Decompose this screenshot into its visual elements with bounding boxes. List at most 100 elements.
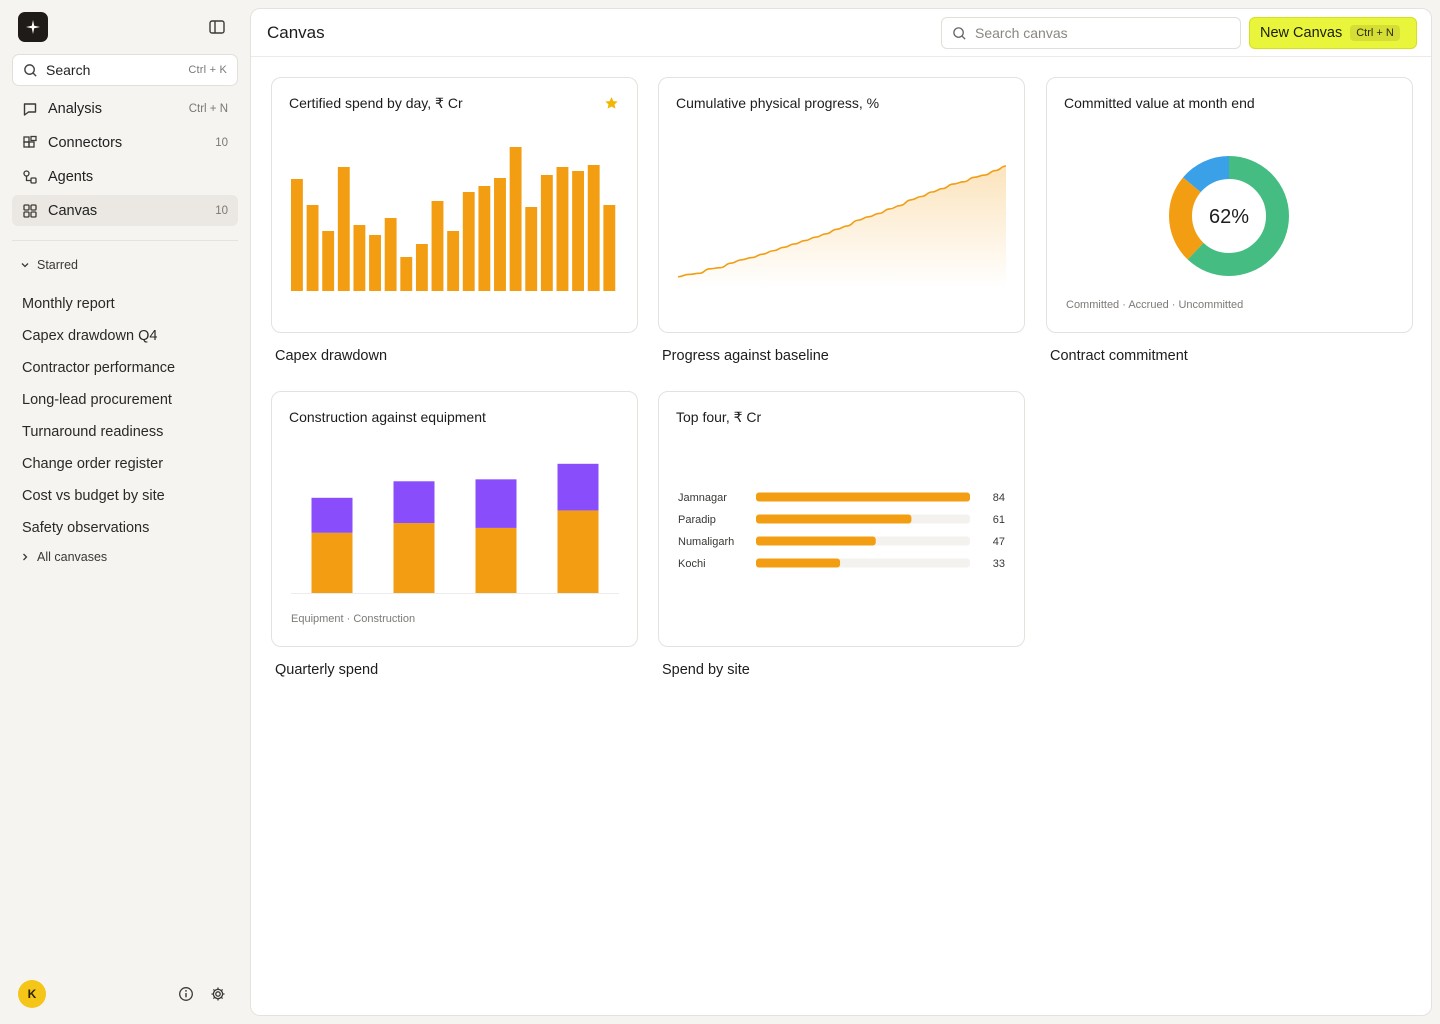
starred-list: Monthly report Capex drawdown Q4 Contrac… <box>22 288 238 544</box>
starred-header: Starred <box>37 258 78 272</box>
bar <box>556 167 569 291</box>
canvas-card-sites[interactable]: Top four, ₹ Cr Jamnagar 84 Paradip 61 Numali… <box>658 391 1025 647</box>
app-logo[interactable] <box>18 12 48 42</box>
canvas-search-input[interactable] <box>975 25 1215 41</box>
star-icon[interactable] <box>604 96 619 111</box>
avatar[interactable]: K <box>18 980 46 1008</box>
sidebar-search[interactable]: Search Ctrl + K <box>12 54 238 86</box>
card-caption[interactable]: Spend by site <box>662 662 750 678</box>
row-label: Paradip <box>678 514 716 526</box>
canvas-search[interactable] <box>941 17 1241 49</box>
sparkle-icon <box>26 20 40 34</box>
bar <box>572 171 585 291</box>
canvas-card-progress[interactable]: Cumulative physical progress, % <box>658 77 1025 333</box>
starred-item[interactable]: Cost vs budget by site <box>22 488 165 504</box>
card-title: Certified spend by day, ₹ Cr <box>289 95 463 111</box>
card-title: Cumulative physical progress, % <box>676 95 880 111</box>
chart-legend: Committed · Accrued · Uncommitted <box>1066 299 1244 311</box>
stacked-bar-segment <box>557 463 599 511</box>
bar <box>306 205 319 291</box>
new-canvas-label: New Canvas <box>1260 25 1343 41</box>
bar <box>494 178 506 291</box>
all-canvases-label: All canvases <box>37 550 108 564</box>
stacked-bar-segment <box>475 479 517 528</box>
stacked-bar-segment <box>557 510 599 593</box>
slice <box>1169 156 1289 276</box>
canvas-card-quarterly[interactable]: Construction against equipment Equipment… <box>271 391 638 647</box>
sidebar-divider <box>12 240 238 241</box>
card-caption[interactable]: Contract commitment <box>1050 348 1188 364</box>
card-title: Construction against equipment <box>289 409 486 425</box>
sidebar: Search Ctrl + K Analysis Ctrl + N Connec… <box>0 0 250 1024</box>
starred-toggle[interactable]: Starred <box>20 258 78 272</box>
bar <box>756 514 912 524</box>
new-canvas-button[interactable]: New Canvas Ctrl + N <box>1249 17 1417 49</box>
card-caption[interactable]: Progress against baseline <box>662 348 829 364</box>
card-caption[interactable]: Quarterly spend <box>275 662 379 678</box>
bar <box>384 218 397 291</box>
gear-icon[interactable] <box>210 986 226 1002</box>
value-label: 33 <box>993 558 1005 570</box>
bar <box>415 244 428 291</box>
bar <box>756 536 876 546</box>
nav-count: 10 <box>215 204 228 217</box>
card-caption[interactable]: Capex drawdown <box>275 348 388 364</box>
stacked-bar-segment <box>475 527 517 593</box>
nav-label: Connectors <box>48 134 123 151</box>
starred-item[interactable]: Capex drawdown Q4 <box>22 328 158 344</box>
sidebar-toggle-icon[interactable] <box>208 18 226 36</box>
value-label: 61 <box>993 514 1005 526</box>
new-canvas-shortcut: Ctrl + N <box>1350 25 1400 41</box>
nav-item-connectors[interactable]: Connectors 10 <box>12 127 238 158</box>
search-shortcut: Ctrl + K <box>188 64 227 76</box>
row-label: Jamnagar <box>678 492 727 504</box>
center-label: 62% <box>1209 206 1249 228</box>
starred-item[interactable]: Contractor performance <box>22 360 176 376</box>
info-icon[interactable] <box>178 986 194 1002</box>
starred-item[interactable]: Change order register <box>22 456 164 472</box>
bar <box>291 179 303 291</box>
starred-item[interactable]: Long-lead procurement <box>22 392 172 408</box>
bar <box>509 147 522 291</box>
bar <box>431 201 444 291</box>
nav-item-canvas[interactable]: Canvas 10 <box>12 195 238 226</box>
bar <box>322 231 335 291</box>
nav-item-analysis[interactable]: Analysis Ctrl + N <box>12 93 238 124</box>
starred-item[interactable]: Monthly report <box>22 296 115 312</box>
chevron-right-icon <box>23 553 28 561</box>
bar <box>756 558 841 568</box>
sidebar-nav: Analysis Ctrl + N Connectors 10 Agents C… <box>12 93 238 229</box>
stacked-bar-chart <box>291 463 619 594</box>
stacked-bar-segment <box>393 481 435 524</box>
grid-icon <box>23 203 37 218</box>
value-label: 47 <box>993 536 1005 548</box>
all-canvases-toggle[interactable]: All canvases <box>20 550 107 564</box>
bar <box>337 167 350 291</box>
topbar: Canvas New Canvas Ctrl + N <box>251 9 1431 57</box>
bar <box>400 257 413 291</box>
bar <box>540 175 553 291</box>
bar <box>756 492 970 502</box>
row-label: Numaligarh <box>678 536 734 548</box>
chevron-down-icon <box>21 263 29 268</box>
value-label: 84 <box>993 492 1005 504</box>
starred-item[interactable]: Safety observations <box>22 520 150 536</box>
canvas-card-commitment[interactable]: Committed value at month end 62% Committ… <box>1046 77 1413 333</box>
slice <box>1169 156 1289 276</box>
bar <box>525 207 538 291</box>
bar <box>587 165 600 291</box>
search-icon <box>953 26 966 40</box>
connectors-icon <box>23 135 37 148</box>
stacked-bar-segment <box>311 497 353 533</box>
bar <box>369 235 381 291</box>
canvas-card-capex[interactable]: Certified spend by day, ₹ Cr <box>271 77 638 333</box>
bar <box>462 192 475 291</box>
commitment-donut-chart: 62% <box>1169 156 1289 276</box>
chart-legend: Equipment · Construction <box>291 613 416 625</box>
nav-label: Canvas <box>48 202 98 219</box>
nav-item-agents[interactable]: Agents <box>12 161 238 192</box>
starred-item[interactable]: Turnaround readiness <box>22 424 164 440</box>
daily-spend-chart <box>291 147 616 291</box>
bar <box>353 225 366 291</box>
search-icon <box>24 63 37 77</box>
